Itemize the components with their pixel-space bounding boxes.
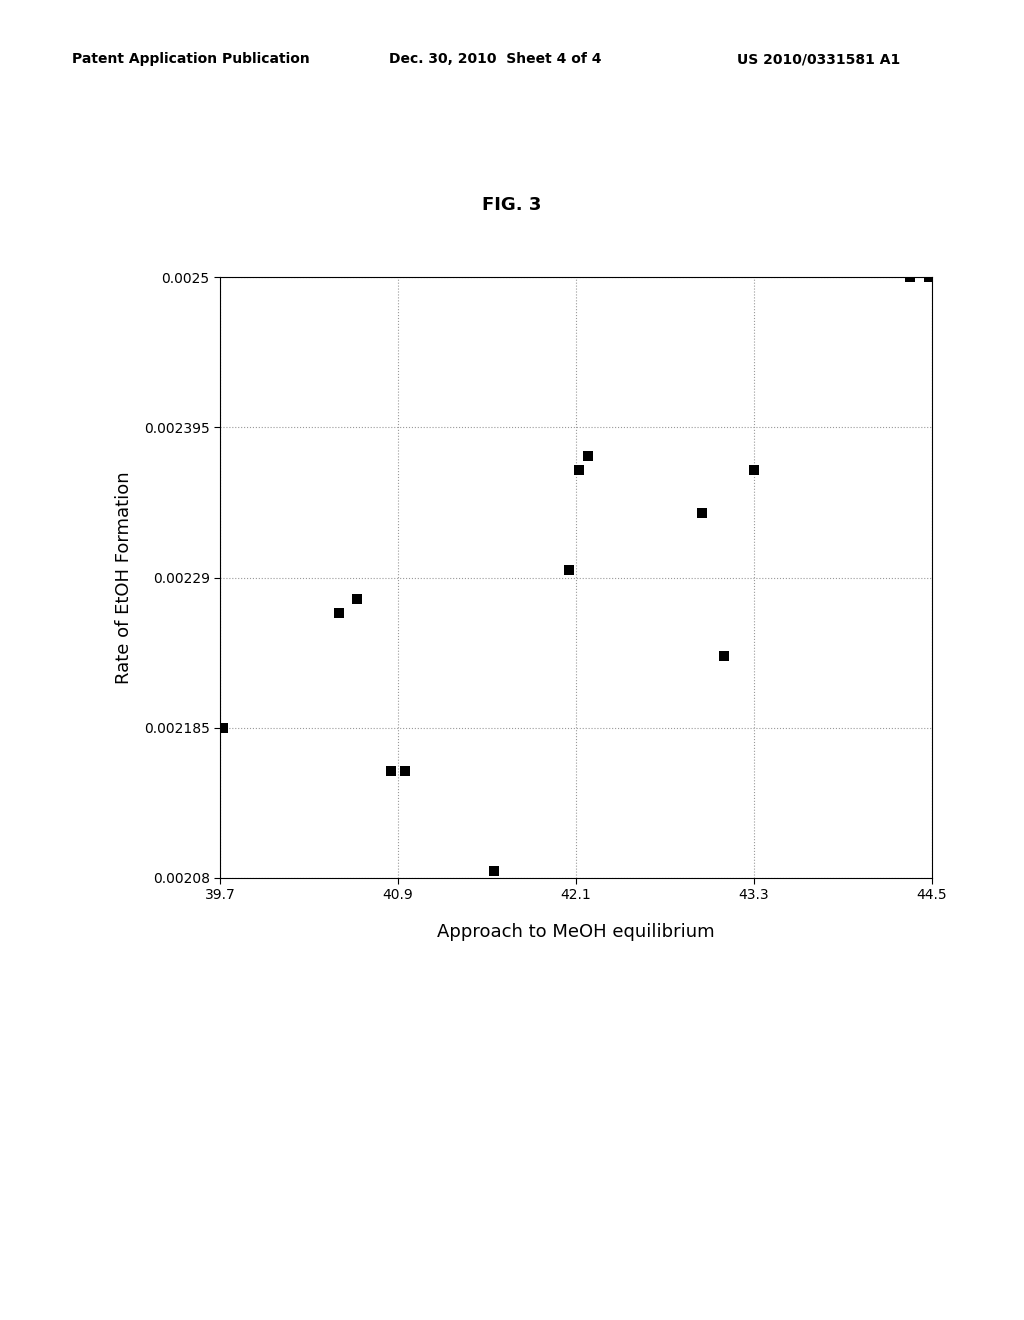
Point bbox=[716, 645, 732, 667]
Point bbox=[348, 589, 365, 610]
Point bbox=[486, 861, 503, 882]
Point bbox=[580, 445, 596, 466]
Text: Dec. 30, 2010  Sheet 4 of 4: Dec. 30, 2010 Sheet 4 of 4 bbox=[389, 53, 602, 66]
Text: US 2010/0331581 A1: US 2010/0331581 A1 bbox=[737, 53, 900, 66]
Point bbox=[215, 717, 231, 738]
Point bbox=[383, 760, 399, 781]
Point bbox=[570, 459, 587, 480]
Point bbox=[331, 603, 347, 624]
Point bbox=[924, 267, 940, 288]
X-axis label: Approach to MeOH equilibrium: Approach to MeOH equilibrium bbox=[437, 923, 715, 941]
Text: Patent Application Publication: Patent Application Publication bbox=[72, 53, 309, 66]
Y-axis label: Rate of EtOH Formation: Rate of EtOH Formation bbox=[115, 471, 133, 684]
Point bbox=[901, 267, 918, 288]
Point bbox=[397, 760, 414, 781]
Text: FIG. 3: FIG. 3 bbox=[482, 195, 542, 214]
Point bbox=[560, 560, 577, 581]
Point bbox=[921, 267, 937, 288]
Point bbox=[745, 459, 762, 480]
Point bbox=[694, 503, 711, 524]
